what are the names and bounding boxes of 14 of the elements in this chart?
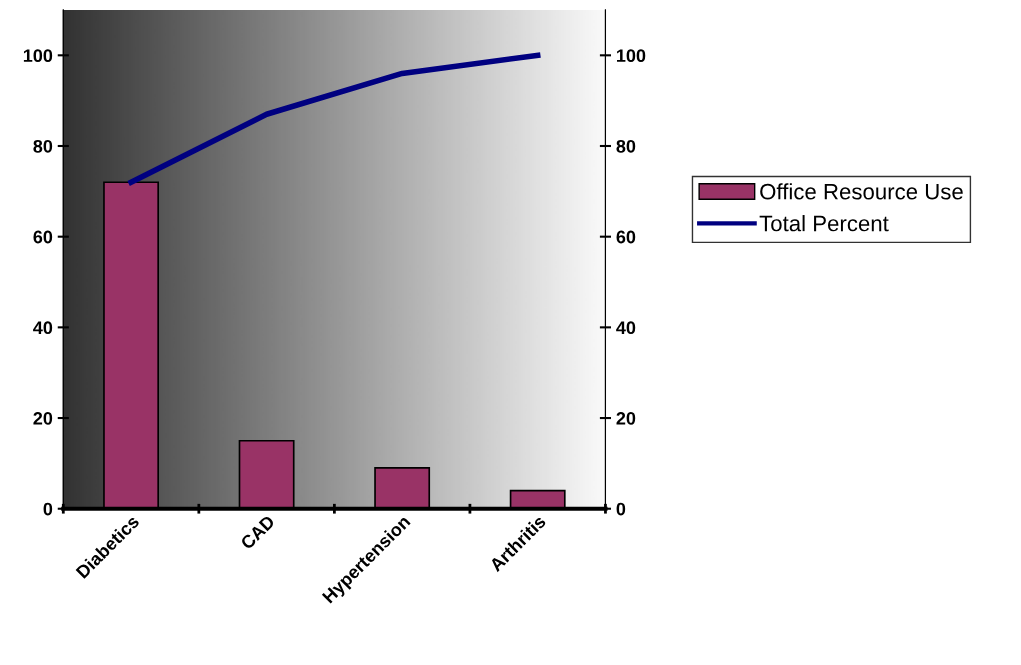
y-tick-label: 40 bbox=[33, 321, 53, 335]
y-tick-label: 0 bbox=[43, 502, 53, 516]
y-tick-label: 80 bbox=[33, 139, 53, 153]
y-tick-label: 60 bbox=[33, 230, 53, 244]
y-tick-label: 100 bbox=[23, 49, 53, 63]
legend-label: Total Percent bbox=[759, 215, 889, 232]
legend-label: Office Resource Use bbox=[760, 183, 963, 200]
y2-tick-label: 0 bbox=[616, 502, 626, 516]
y2-tick-label: 40 bbox=[616, 321, 636, 335]
y2-tick-label: 100 bbox=[617, 49, 646, 63]
y-tick-label: 20 bbox=[33, 411, 53, 425]
y2-tick-label: 80 bbox=[616, 139, 636, 153]
y2-tick-label: 20 bbox=[616, 411, 636, 425]
y2-tick-label: 60 bbox=[616, 230, 636, 244]
